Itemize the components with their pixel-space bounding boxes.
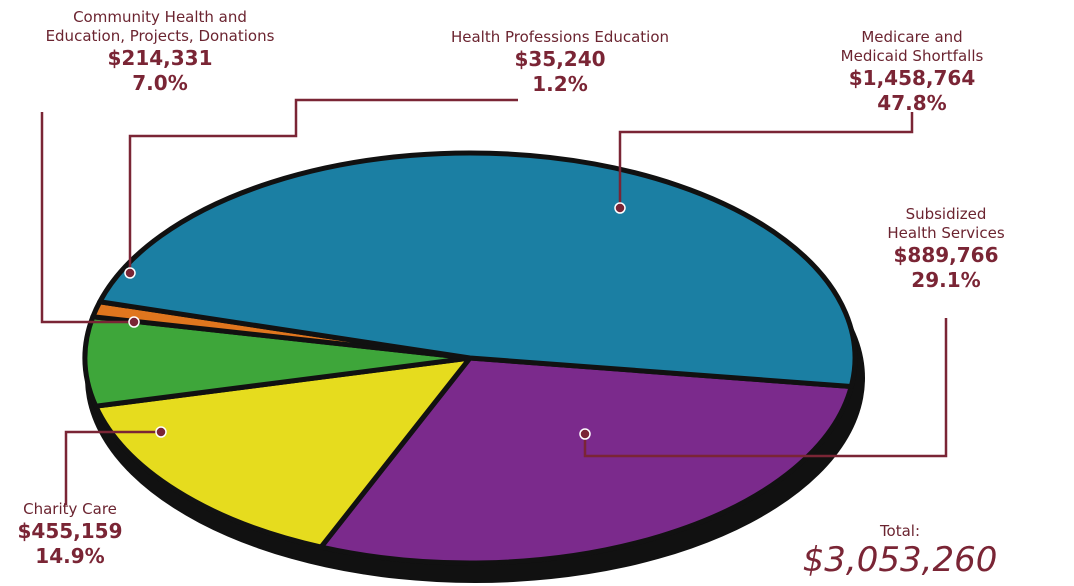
leader-dots: [124, 202, 626, 440]
percent-label: 7.0%: [132, 71, 188, 95]
amount-label: $889,766: [893, 243, 999, 267]
pie-slice: [97, 150, 858, 390]
category-name: Health Professions Education: [450, 28, 670, 46]
slice-label: Health Professions Education $35,240 1.2%: [451, 28, 669, 97]
total-label: Total: $3,053,260: [803, 522, 998, 579]
pie-slice: [318, 355, 854, 566]
slice-label: Subsidized Health Services $889,766 29.1%: [887, 205, 1004, 293]
slice-label: Charity Care $455,159 14.9%: [17, 500, 122, 569]
total-title: Total:: [879, 522, 921, 540]
slice-label: Community Health and Education, Projects…: [46, 8, 275, 96]
total-value: $3,053,260: [802, 540, 998, 580]
category-name: Subsidized Health Services: [887, 205, 1005, 242]
percent-label: 14.9%: [35, 544, 105, 568]
amount-label: $35,240: [514, 47, 606, 71]
leader-lines: [40, 98, 948, 505]
amount-label: $1,458,764: [848, 66, 976, 90]
percent-label: 1.2%: [532, 72, 588, 96]
percent-label: 47.8%: [877, 91, 947, 115]
pie-slice: [93, 355, 473, 550]
slice-label: Medicare and Medicaid Shortfalls $1,458,7…: [831, 28, 993, 116]
category-name: Charity Care: [23, 500, 117, 518]
category-name: Medicare and Medicaid Shortfalls: [840, 28, 984, 65]
amount-label: $214,331: [107, 46, 213, 70]
percent-label: 29.1%: [911, 268, 981, 292]
category-name: Community Health and Education, Projects…: [45, 8, 275, 45]
amount-label: $455,159: [17, 519, 123, 543]
